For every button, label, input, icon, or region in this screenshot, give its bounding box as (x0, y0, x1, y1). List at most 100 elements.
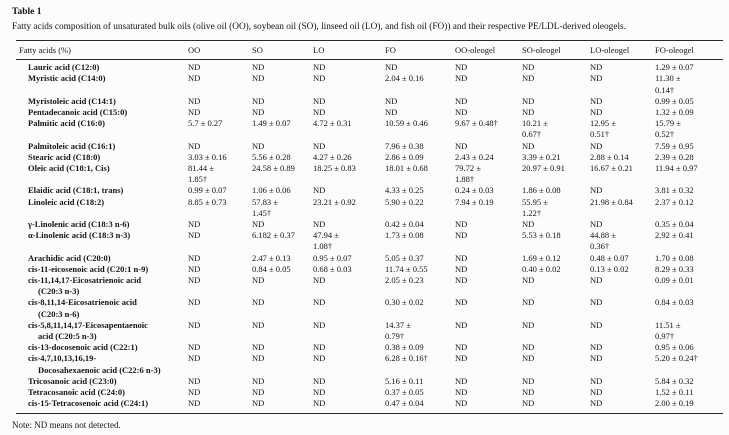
value-cell: 0.13 ± 0.02 (590, 263, 629, 274)
value-cell: ND (455, 140, 468, 151)
value-cell: 11.51 ± 0.97† (655, 319, 681, 342)
value-cell: 5.90 ± 0.22 (385, 196, 424, 207)
value-cell: ND (455, 342, 468, 353)
value-cell: ND (313, 275, 326, 286)
value-cell: ND (455, 398, 468, 409)
value-cell: ND (252, 387, 265, 398)
value-cell: 8.29 ± 0.33 (655, 263, 694, 274)
table-row: Pentadecanoic acid (C15:0) ND ND ND ND ND ND ND… (16, 107, 723, 118)
value-cell: 11.74 ± 0.55 (385, 263, 428, 274)
table-row: Lauric acid (C12:0) ND ND ND ND ND ND ND 1.29 ± … (16, 62, 723, 73)
value-cell: ND (188, 107, 201, 118)
table-row: Oleic acid (C18:1, Cis) 81.44 ± 1.85† 24.5… (16, 163, 723, 185)
value-cell: ND (455, 297, 468, 308)
value-cell: ND (188, 219, 201, 230)
table-row: Arachidic acid (C20:0) ND 2.47 ± 0.13 0.95 … (16, 253, 723, 264)
column-header-fatty-acids: Fatty acids (%) (19, 45, 71, 55)
value-cell: ND (313, 353, 326, 364)
table-body: Lauric acid (C12:0) ND ND ND ND ND ND ND 1.29 ± … (16, 60, 723, 412)
value-cell: ND (188, 353, 201, 364)
fatty-acid-name: α-Linolenic acid (C18:3 n-3) (28, 230, 131, 241)
column-header: OO (188, 45, 201, 55)
fatty-acid-name: cis-11,14,17-Eicosatrienoic acid (C20:3 … (28, 275, 142, 297)
value-cell: ND (590, 185, 603, 196)
table-row: cis-5,8,11,14,17-Eicosapentaenoic acid (… (16, 320, 723, 342)
value-cell: 11.94 ± 0.97 (655, 163, 698, 174)
value-cell: 2.47 ± 0.13 (252, 252, 291, 263)
fatty-acid-name: cis-8,11,14-Eicosatrienoic acid (C20:3 n… (28, 297, 137, 319)
value-cell: ND (522, 95, 535, 106)
value-cell: 1.06 ± 0.06 (252, 185, 291, 196)
table-row: Myristoleic acid (C14:1) ND ND ND ND ND ND ND 0.… (16, 96, 723, 107)
value-cell: ND (188, 398, 201, 409)
value-cell: 4.72 ± 0.31 (313, 118, 352, 129)
value-cell: 1.73 ± 0.08 (385, 230, 424, 241)
value-cell: ND (385, 95, 398, 106)
value-cell: ND (313, 140, 326, 151)
fatty-acid-name: Tetracosanoic acid (C24:0) (28, 387, 125, 398)
value-cell: ND (522, 387, 535, 398)
table-row: Palmitic acid (C16:0) 5.7 ± 0.27 1.49 ± 0.… (16, 118, 723, 140)
table-row: cis-8,11,14-Eicosatrienoic acid (C20:3 n… (16, 297, 723, 319)
value-cell: ND (590, 107, 603, 118)
value-cell: 0.37 ± 0.05 (385, 387, 424, 398)
fatty-acid-table: Fatty acids (%) OO SO LO FO OO-oleogel SO-oleo… (16, 40, 723, 414)
column-header: SO-oleogel (522, 45, 561, 55)
value-cell: ND (252, 275, 265, 286)
fatty-acid-name: Palmitoleic acid (C16:1) (28, 140, 116, 151)
value-cell: ND (385, 107, 398, 118)
value-cell: ND (590, 62, 603, 73)
value-cell: 0.99 ± 0.07 (188, 185, 227, 196)
value-cell: ND (522, 219, 535, 230)
value-cell: 5.20 ± 0.24† (655, 353, 698, 364)
table-row: Elaidic acid (C18:1, trans) 0.99 ± 0.07 1.… (16, 185, 723, 196)
value-cell: ND (590, 297, 603, 308)
value-cell: 10.21 ± 0.67† (522, 118, 548, 140)
value-cell: ND (252, 107, 265, 118)
value-cell: 1.70 ± 0.08 (655, 252, 694, 263)
fatty-acid-name: Arachidic acid (C20:0) (28, 252, 111, 263)
fatty-acid-name: Elaidic acid (C18:1, trans) (28, 185, 124, 196)
value-cell: 1.69 ± 0.12 (522, 252, 561, 263)
value-cell: ND (590, 375, 603, 386)
table-header-row: Fatty acids (%) OO SO LO FO OO-oleogel SO-oleo… (16, 41, 723, 61)
value-cell: ND (313, 297, 326, 308)
value-cell: ND (455, 219, 468, 230)
value-cell: 0.35 ± 0.04 (655, 219, 694, 230)
value-cell: 0.24 ± 0.03 (455, 185, 494, 196)
value-cell: 20.97 ± 0.91 (522, 163, 565, 174)
value-cell: ND (188, 319, 201, 330)
value-cell: ND (590, 219, 603, 230)
value-cell: ND (455, 387, 468, 398)
fatty-acid-name: Pentadecanoic acid (C15:0) (28, 107, 128, 118)
value-cell: 0.68 ± 0.03 (313, 263, 352, 274)
value-cell: ND (252, 140, 265, 151)
fatty-acid-name: Lauric acid (C12:0) (28, 62, 100, 73)
value-cell: ND (313, 319, 326, 330)
value-cell: 1.32 ± 0.09 (655, 107, 694, 118)
value-cell: ND (188, 95, 201, 106)
value-cell: ND (313, 62, 326, 73)
value-cell: ND (188, 230, 201, 241)
value-cell: 2.05 ± 0.23 (385, 275, 424, 286)
value-cell: 44.88 ± 0.36† (590, 230, 616, 252)
value-cell: 2.86 ± 0.09 (385, 151, 424, 162)
value-cell: ND (455, 95, 468, 106)
value-cell: ND (455, 73, 468, 84)
value-cell: ND (522, 297, 535, 308)
column-header: OO-oleogel (455, 45, 496, 55)
value-cell: 0.38 ± 0.09 (385, 342, 424, 353)
table-row: cis-4,7,10,13,16,19- Docosahexaenoic aci… (16, 353, 723, 375)
table-row: Palmitoleic acid (C16:1) ND ND ND 7.96 ± 0.3… (16, 141, 723, 152)
value-cell: 0.95 ± 0.06 (655, 342, 694, 353)
value-cell: 2.37 ± 0.12 (655, 196, 694, 207)
value-cell: 0.99 ± 0.05 (655, 95, 694, 106)
value-cell: ND (522, 353, 535, 364)
table-row: cis-13-docosenoic acid (C22:1) ND ND ND 0.38… (16, 342, 723, 353)
value-cell: 18.25 ± 0.83 (313, 163, 356, 174)
value-cell: ND (522, 398, 535, 409)
value-cell: 5.84 ± 0.32 (655, 375, 694, 386)
column-header: SO (252, 45, 263, 55)
value-cell: ND (188, 252, 201, 263)
value-cell: ND (455, 107, 468, 118)
